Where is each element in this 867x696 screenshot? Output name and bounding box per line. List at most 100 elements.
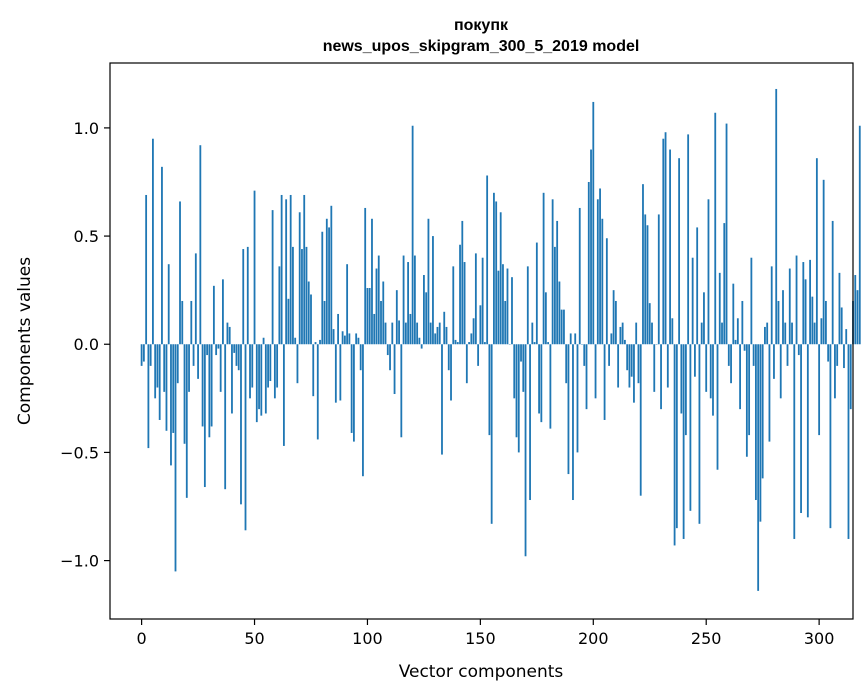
bar-49 (251, 344, 254, 388)
bar-111 (391, 322, 394, 345)
bar-116 (402, 255, 405, 345)
bar-186 (560, 309, 563, 345)
bar-32 (212, 285, 215, 345)
bar-274 (759, 344, 762, 522)
bar-252 (709, 344, 712, 399)
bar-299 (815, 158, 818, 345)
bar-242 (687, 134, 690, 345)
bar-46 (244, 344, 247, 531)
bar-13 (170, 344, 172, 466)
bar-295 (806, 344, 809, 518)
bar-91 (346, 264, 349, 345)
bar-117 (404, 322, 407, 345)
bar-71 (301, 249, 303, 345)
bar-317 (856, 290, 859, 345)
bar-303 (825, 300, 827, 345)
bar-216 (628, 344, 631, 388)
bar-125 (423, 275, 425, 345)
bar-192 (574, 333, 577, 345)
bar-17 (179, 201, 181, 345)
bar-189 (567, 344, 570, 475)
bar-119 (409, 313, 412, 345)
bar-263 (734, 339, 737, 345)
bar-226 (651, 322, 653, 345)
bar-246 (696, 227, 699, 345)
bar-200 (592, 101, 595, 345)
bar-24 (194, 253, 197, 345)
bar-156 (493, 192, 495, 345)
bar-113 (395, 290, 398, 345)
bar-302 (822, 179, 825, 345)
bar-54 (262, 337, 265, 345)
bar-251 (707, 199, 710, 345)
bar-288 (791, 322, 793, 345)
y-tick-label-4: 1.0 (74, 119, 99, 138)
bar-177 (540, 344, 543, 423)
bar-69 (296, 344, 299, 384)
bar-160 (502, 264, 504, 345)
bar-172 (529, 344, 531, 501)
bar-53 (260, 344, 263, 416)
bar-124 (420, 344, 423, 349)
bar-193 (576, 344, 579, 453)
bar-261 (730, 344, 732, 384)
bar-254 (714, 112, 717, 345)
bar-85 (332, 329, 335, 345)
bar-176 (538, 344, 540, 414)
bar-145 (468, 342, 470, 345)
bar-234 (669, 149, 671, 345)
bar-99 (364, 207, 367, 345)
bar-224 (646, 225, 649, 345)
bar-2 (145, 194, 148, 345)
bar-80 (321, 231, 324, 345)
bar-199 (590, 149, 592, 345)
bar-5 (152, 138, 154, 345)
bar-285 (784, 322, 787, 345)
bar-266 (741, 300, 744, 345)
bar-96 (357, 337, 360, 345)
bar-190 (569, 333, 572, 345)
bar-304 (827, 344, 830, 362)
bar-64 (285, 199, 288, 345)
bar-150 (479, 305, 482, 345)
bar-86 (334, 344, 337, 403)
bar-222 (642, 184, 644, 345)
bar-289 (793, 344, 796, 539)
bar-98 (362, 344, 364, 477)
bar-206 (605, 238, 608, 345)
bar-184 (556, 220, 559, 345)
bar-318 (858, 125, 861, 345)
chart-title: покупк news_upos_skipgram_300_5_2019 mod… (323, 17, 640, 55)
bar-313 (847, 344, 850, 539)
bar-257 (721, 322, 723, 345)
bar-35 (219, 344, 222, 392)
bar-275 (761, 344, 764, 479)
bar-127 (427, 218, 430, 345)
x-tick-label-3: 150 (465, 629, 496, 648)
bar-265 (739, 344, 741, 410)
bar-225 (648, 303, 651, 345)
bar-110 (389, 344, 391, 371)
bar-227 (653, 344, 656, 392)
bar-260 (727, 344, 730, 366)
bar-215 (626, 344, 629, 371)
bar-82 (325, 218, 328, 345)
bar-221 (639, 344, 642, 496)
bar-280 (773, 344, 775, 379)
bar-21 (188, 344, 190, 392)
bar-120 (411, 125, 414, 345)
bar-33 (215, 344, 218, 356)
bar-97 (359, 344, 362, 371)
bar-233 (666, 344, 669, 388)
bar-181 (549, 344, 552, 429)
bar-305 (829, 344, 832, 529)
bar-139 (454, 339, 457, 345)
bar-232 (664, 132, 667, 345)
bar-164 (511, 277, 513, 345)
bar-93 (350, 344, 353, 433)
bar-174 (533, 342, 536, 345)
bar-138 (452, 266, 455, 345)
bar-235 (671, 318, 674, 345)
bar-76 (312, 344, 315, 397)
bar-8 (158, 344, 161, 420)
